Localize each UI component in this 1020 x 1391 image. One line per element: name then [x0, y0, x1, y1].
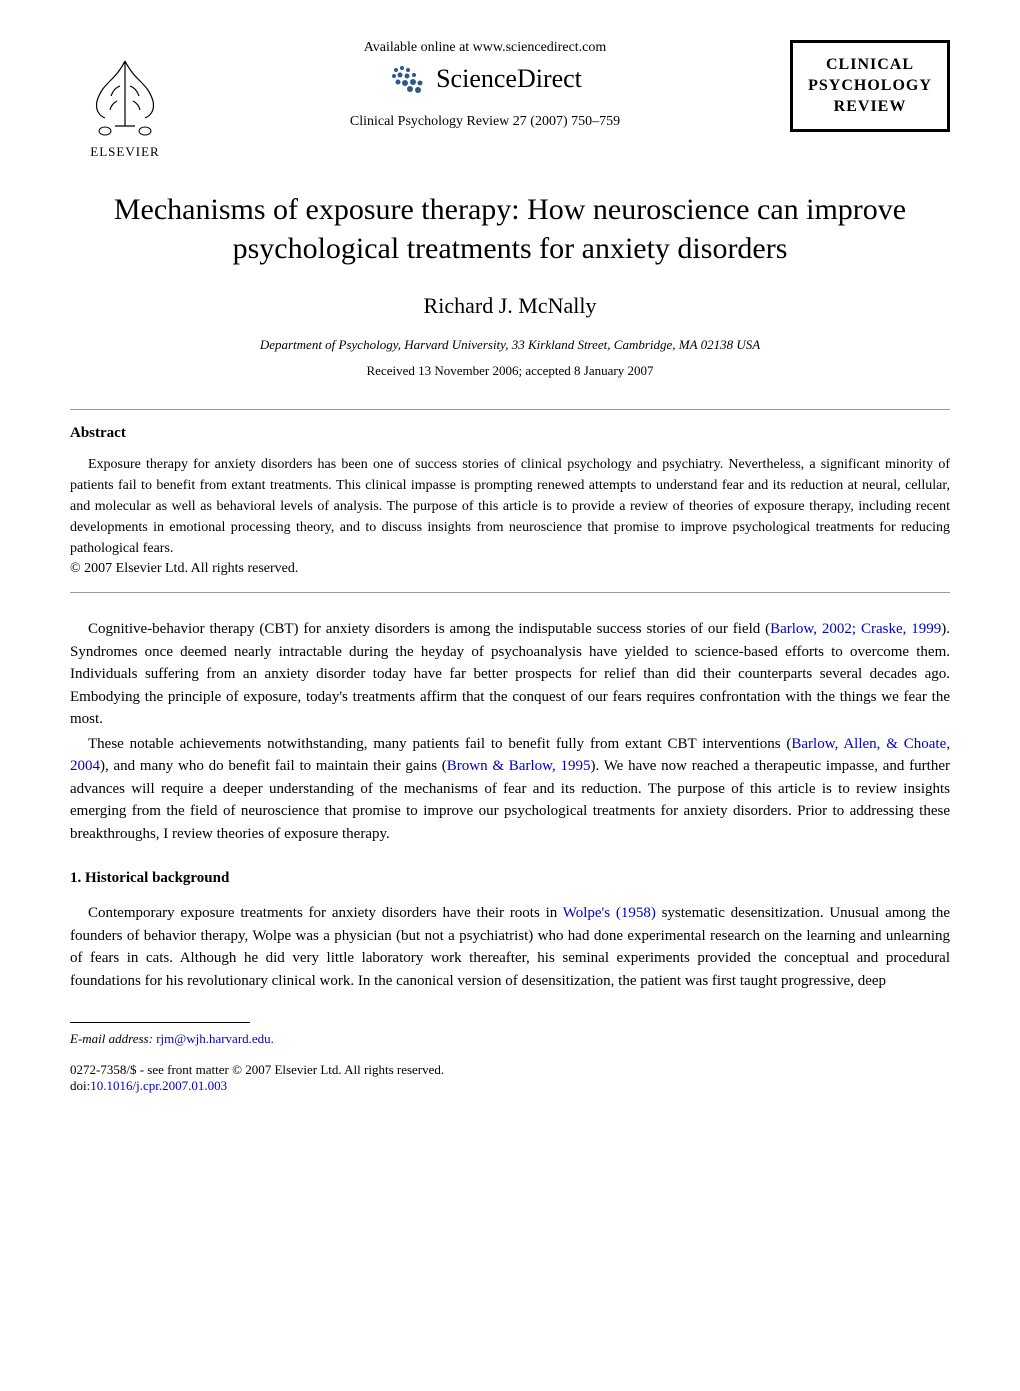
- citation-link[interactable]: Barlow, 2002; Craske, 1999: [770, 621, 941, 637]
- sciencedirect-dots-icon: [388, 64, 428, 94]
- email-address-link[interactable]: rjm@wjh.harvard.edu.: [156, 1031, 274, 1046]
- sciencedirect-logo: ScienceDirect: [200, 64, 770, 94]
- elsevier-tree-icon: [85, 56, 165, 141]
- para2-text-part2: ), and many who do benefit fail to maint…: [100, 758, 447, 774]
- para1-text-part1: Cognitive-behavior therapy (CBT) for anx…: [88, 621, 770, 637]
- copyright-text: © 2007 Elsevier Ltd. All rights reserved…: [70, 561, 950, 577]
- publisher-name: ELSEVIER: [90, 144, 159, 160]
- journal-reference: Clinical Psychology Review 27 (2007) 750…: [200, 114, 770, 130]
- footer-divider: [70, 1022, 250, 1023]
- citation-link[interactable]: Brown & Barlow, 1995: [447, 758, 591, 774]
- article-dates: Received 13 November 2006; accepted 8 Ja…: [70, 363, 950, 379]
- elsevier-logo: ELSEVIER: [70, 40, 180, 160]
- divider-line: [70, 409, 950, 410]
- citation-link[interactable]: Wolpe's (1958): [563, 905, 656, 921]
- available-online-text: Available online at www.sciencedirect.co…: [200, 40, 770, 56]
- email-line: E-mail address: rjm@wjh.harvard.edu.: [70, 1031, 950, 1047]
- author-affiliation: Department of Psychology, Harvard Univer…: [70, 337, 950, 353]
- body-paragraph-2: These notable achievements notwithstandi…: [70, 733, 950, 846]
- journal-box-line2: PSYCHOLOGY: [807, 76, 933, 97]
- center-header: Available online at www.sciencedirect.co…: [180, 40, 790, 130]
- sec1-para1-text-part1: Contemporary exposure treatments for anx…: [88, 905, 563, 921]
- issn-line: 0272-7358/$ - see front matter © 2007 El…: [70, 1062, 950, 1078]
- abstract-heading: Abstract: [70, 425, 950, 442]
- journal-title-box: CLINICAL PSYCHOLOGY REVIEW: [790, 40, 950, 132]
- para2-text-part1: These notable achievements notwithstandi…: [88, 736, 791, 752]
- divider-line: [70, 592, 950, 593]
- tree-svg-icon: [85, 56, 165, 141]
- sciencedirect-text: ScienceDirect: [436, 64, 582, 94]
- doi-link[interactable]: 10.1016/j.cpr.2007.01.003: [90, 1078, 227, 1093]
- abstract-text: Exposure therapy for anxiety disorders h…: [70, 454, 950, 559]
- header-row: ELSEVIER Available online at www.science…: [70, 40, 950, 160]
- journal-box-line1: CLINICAL: [807, 55, 933, 76]
- section-heading: 1. Historical background: [70, 870, 950, 887]
- article-title: Mechanisms of exposure therapy: How neur…: [70, 190, 950, 268]
- section1-paragraph-1: Contemporary exposure treatments for anx…: [70, 902, 950, 992]
- email-label: E-mail address:: [70, 1031, 156, 1046]
- journal-box-line3: REVIEW: [807, 97, 933, 118]
- doi-label: doi:: [70, 1078, 90, 1093]
- doi-line: doi:10.1016/j.cpr.2007.01.003: [70, 1078, 950, 1094]
- footer-info: 0272-7358/$ - see front matter © 2007 El…: [70, 1062, 950, 1094]
- body-paragraph-1: Cognitive-behavior therapy (CBT) for anx…: [70, 618, 950, 731]
- author-name: Richard J. McNally: [70, 293, 950, 319]
